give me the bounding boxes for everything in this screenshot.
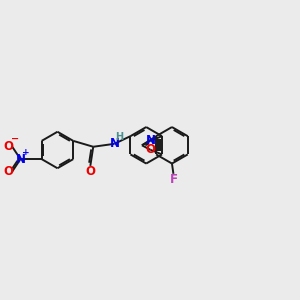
Text: −: − (11, 134, 19, 144)
Text: F: F (170, 173, 178, 186)
Text: O: O (85, 165, 95, 178)
Text: H: H (115, 132, 123, 142)
Text: O: O (146, 143, 155, 156)
Text: N: N (16, 153, 26, 166)
Text: N: N (146, 134, 155, 147)
Text: +: + (22, 148, 30, 157)
Text: O: O (3, 165, 13, 178)
Text: N: N (110, 137, 119, 150)
Text: O: O (3, 140, 13, 153)
